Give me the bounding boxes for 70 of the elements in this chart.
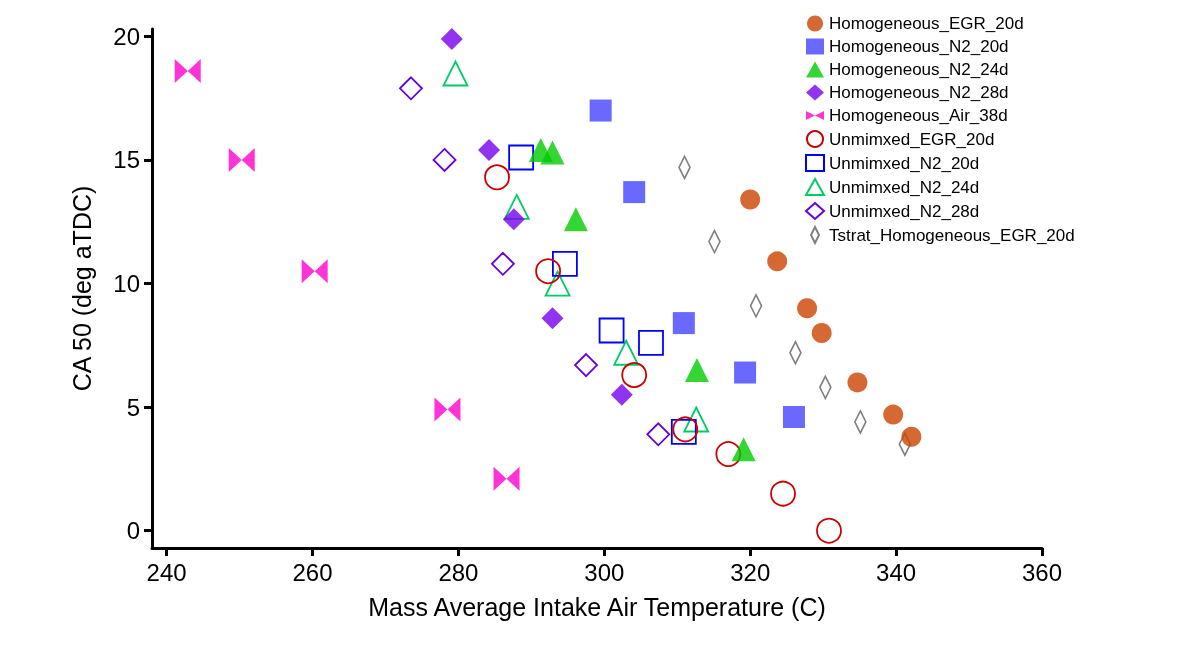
point [541,307,564,330]
point [399,76,423,101]
point [811,322,832,343]
point [552,250,578,277]
legend-label: Unmimxed_N2_28d [829,201,980,221]
point [563,207,588,232]
point [613,339,640,366]
legend-label: Homogeneous_EGR_20d [829,14,1024,33]
point [621,362,648,388]
legend-label: Homogeneous_N2_24d [829,60,1009,79]
y-tick-label: 20 [113,22,140,50]
point [301,259,328,284]
point [540,140,565,165]
point [715,441,742,467]
point [623,181,646,204]
x-tick-label: 340 [876,558,917,586]
point [502,208,525,231]
point [598,317,625,344]
point [672,312,695,335]
point [442,60,469,87]
legend-label: Unmimxed_N2_20d [829,153,980,173]
point [740,189,761,210]
legend-label: Unmimxed_N2_24d [829,177,980,197]
y-tick-label: 15 [113,146,140,174]
y-tick-label: 5 [126,393,140,421]
point [589,99,612,122]
point [847,372,868,393]
point [574,353,598,378]
legend-label: Homogeneous_Air_38d [829,106,1008,125]
point [490,251,515,276]
x-tick-label: 260 [292,558,333,586]
legend-label: Homogeneous_N2_20d [829,37,1009,56]
point [816,517,842,544]
y-tick-label: 10 [113,270,140,298]
x-tick-label: 360 [1021,558,1063,586]
point [782,406,805,429]
point [797,298,818,319]
legend-label: Tstrat_Homogeneous_EGR_20d [829,225,1075,245]
point [638,329,664,356]
point [484,164,510,191]
point [683,406,710,433]
point [684,358,709,383]
point [228,147,255,172]
legend-label: Unmimxed_EGR_20d [829,129,995,149]
point [174,59,201,84]
y-tick-label: 0 [126,517,140,545]
x-axis-title: Mass Average Intake Air Temperature (C) [368,592,826,621]
point [440,27,463,50]
point [503,194,530,220]
point [770,480,796,507]
point [731,437,756,462]
point [883,404,904,425]
point [734,361,757,384]
point [432,148,457,172]
point [901,426,922,447]
point [610,383,633,406]
point [478,139,501,162]
point [493,466,520,491]
point [434,397,461,422]
y-axis-title: CA 50 (deg aTDC) [67,185,96,392]
x-tick-label: 320 [730,558,771,586]
legend-label: Homogeneous_N2_28d [829,83,1009,102]
point [646,422,671,447]
point [508,144,535,171]
point [544,270,571,297]
x-tick-label: 280 [438,558,479,586]
point [535,258,562,285]
point [767,251,788,272]
x-tick-label: 300 [584,558,625,586]
x-tick-label: 240 [146,558,187,586]
